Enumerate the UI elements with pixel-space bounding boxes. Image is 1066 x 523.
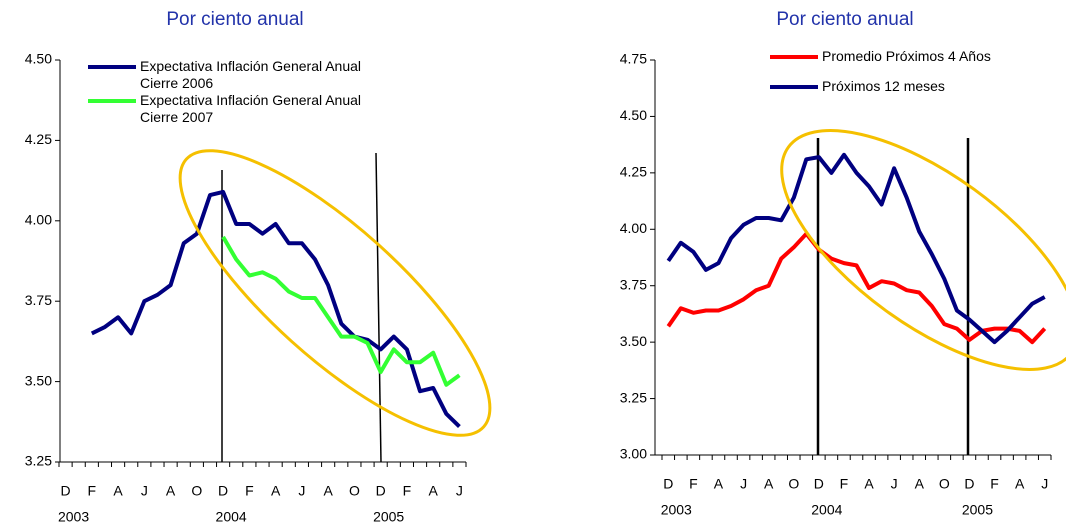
x-year-label: 2004 [811, 502, 842, 518]
x-tick-label: O [788, 476, 799, 492]
x-year-label: 2004 [216, 509, 247, 523]
x-tick-label: J [740, 476, 747, 492]
legend-label: Próximos 12 meses [822, 78, 945, 94]
y-tick-label: 3.50 [620, 333, 647, 349]
y-tick-label: 3.25 [25, 453, 52, 469]
y-tick-label: 4.25 [620, 164, 647, 180]
legend-label: Expectativa Inflación General Anual Cier… [140, 92, 362, 125]
legend-swatch [88, 99, 136, 103]
y-tick-label: 4.00 [620, 220, 647, 236]
x-year-label: 2005 [373, 509, 404, 523]
legend: Expectativa Inflación General Anual Cier… [88, 58, 388, 126]
x-tick-label: A [864, 476, 874, 492]
x-tick-label: A [915, 476, 925, 492]
legend: Promedio Próximos 4 Años Próximos 12 mese… [770, 48, 1060, 108]
x-tick-label: J [298, 483, 305, 499]
x-tick-label: D [61, 483, 71, 499]
y-tick-label: 4.50 [620, 107, 647, 123]
legend-item: Promedio Próximos 4 Años [770, 48, 1060, 65]
series-line [666, 152, 1046, 345]
x-tick-label: D [218, 483, 228, 499]
x-tick-label: D [964, 476, 974, 492]
legend-label: Promedio Próximos 4 Años [822, 48, 991, 64]
x-tick-label: J [1041, 476, 1048, 492]
legend-swatch [88, 65, 136, 69]
x-tick-label: J [891, 476, 898, 492]
y-tick-label: 3.00 [620, 446, 647, 462]
x-tick-label: F [689, 476, 698, 492]
legend-label: Expectativa Inflación General Anual Cier… [140, 58, 362, 91]
series-line [221, 235, 461, 387]
x-tick-label: A [1015, 476, 1025, 492]
y-tick-label: 4.50 [25, 51, 52, 67]
y-tick-label: 3.50 [25, 372, 52, 388]
x-tick-label: A [764, 476, 774, 492]
y-tick-label: 4.00 [25, 212, 52, 228]
x-year-label: 2003 [661, 502, 692, 518]
y-tick-label: 3.75 [25, 292, 52, 308]
x-tick-label: J [456, 483, 463, 499]
x-tick-label: O [939, 476, 950, 492]
x-tick-label: F [403, 483, 412, 499]
highlight-ellipse [178, 149, 492, 437]
y-tick-label: 3.25 [620, 389, 647, 405]
y-tick-label: 3.75 [620, 276, 647, 292]
x-tick-label: A [714, 476, 724, 492]
series-line [90, 189, 461, 429]
highlight-ellipse [780, 129, 1066, 371]
x-tick-label: J [141, 483, 148, 499]
x-tick-label: A [323, 483, 333, 499]
x-tick-label: D [814, 476, 824, 492]
x-tick-label: O [349, 483, 360, 499]
x-tick-label: O [191, 483, 202, 499]
chart-title: Por ciento anual [776, 9, 913, 30]
x-tick-label: A [429, 483, 439, 499]
x-tick-label: F [88, 483, 97, 499]
x-tick-label: A [113, 483, 123, 499]
legend-item: Expectativa Inflación General Anual Cier… [88, 92, 388, 126]
legend-item: Expectativa Inflación General Anual Cier… [88, 58, 388, 92]
y-tick-label: 4.25 [25, 131, 52, 147]
legend-swatch [770, 55, 818, 59]
legend-item: Próximos 12 meses [770, 78, 1060, 95]
x-tick-label: D [663, 476, 673, 492]
marker-line [375, 152, 382, 463]
x-year-label: 2003 [58, 509, 89, 523]
x-tick-label: F [245, 483, 254, 499]
chart-title: Por ciento anual [166, 9, 303, 30]
x-tick-label: F [840, 476, 849, 492]
x-tick-label: F [990, 476, 999, 492]
x-year-label: 2005 [962, 502, 993, 518]
x-tick-label: D [376, 483, 386, 499]
y-tick-label: 4.75 [620, 51, 647, 67]
legend-swatch [770, 85, 818, 89]
x-tick-label: A [271, 483, 281, 499]
x-tick-label: A [166, 483, 176, 499]
